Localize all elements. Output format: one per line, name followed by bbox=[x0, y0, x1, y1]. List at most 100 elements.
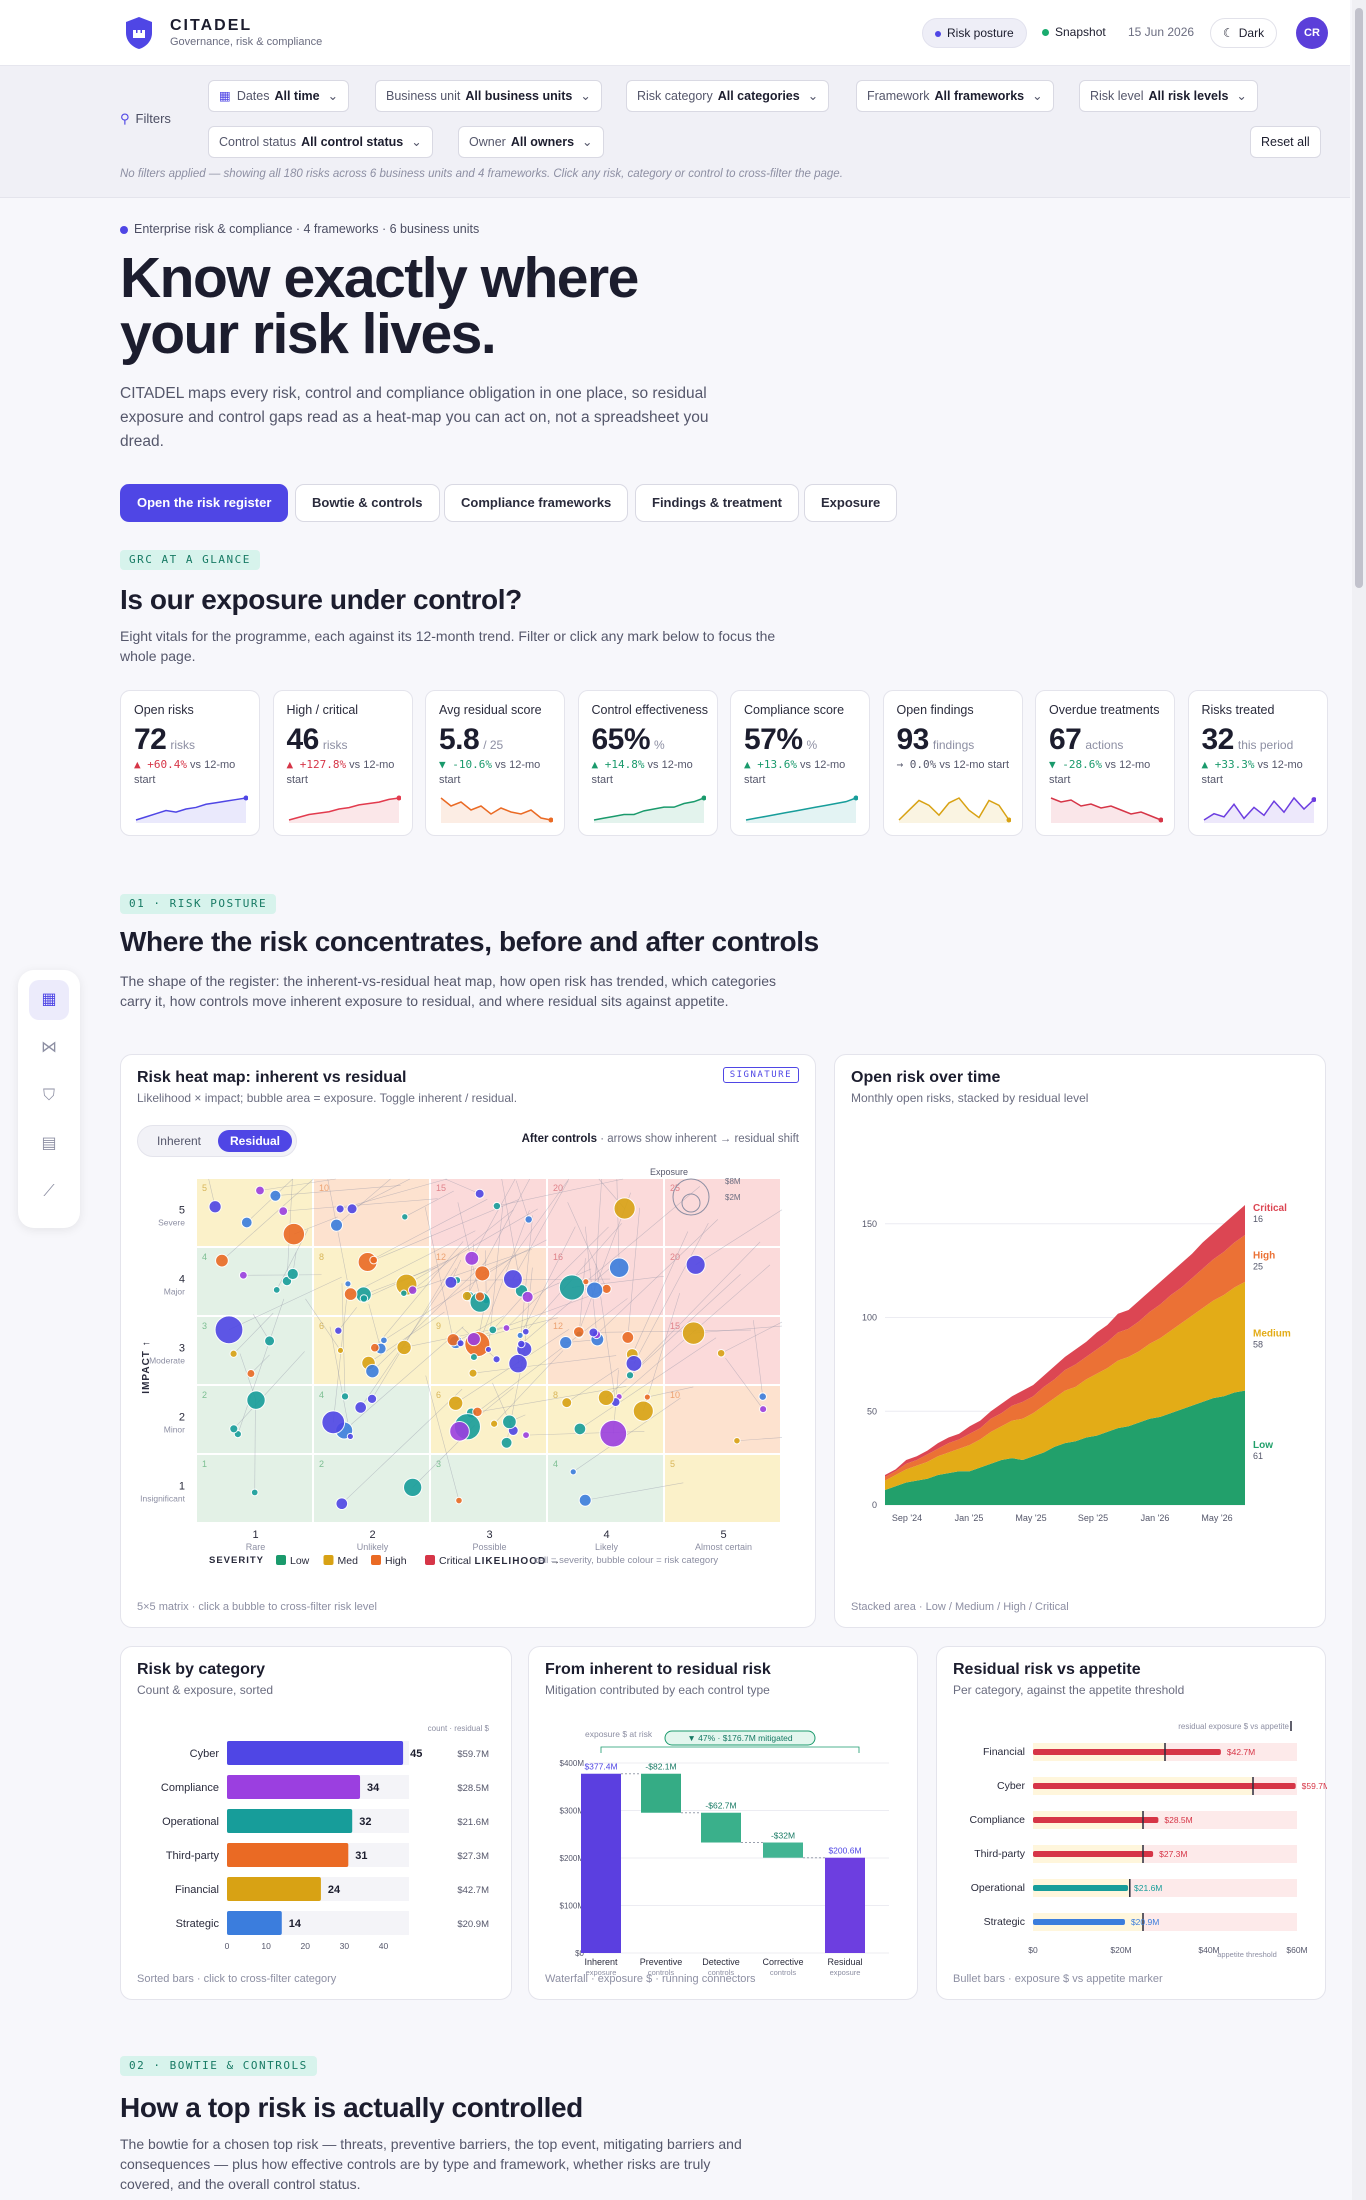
cell-score: 10 bbox=[670, 1390, 680, 1400]
appetite-value: $42.7M bbox=[1227, 1747, 1255, 1757]
heatmap-cell bbox=[548, 1179, 663, 1246]
waterfall-category: Inherent bbox=[584, 1957, 618, 1967]
appetite-bullet-chart[interactable]: residual exposure $ vs appetite Financial… bbox=[937, 1713, 1327, 1983]
kpi-card[interactable]: Overdue treatments 67 actions ▼ -28.6% vs… bbox=[1035, 690, 1175, 836]
app-name: CITADEL bbox=[170, 17, 253, 34]
y-axis-label: IMPACT ↑ bbox=[141, 1340, 152, 1393]
waterfall-value: -$62.7M bbox=[705, 1801, 736, 1811]
appetite-title: Residual risk vs appetite bbox=[953, 1661, 1141, 1678]
shift-arrow bbox=[579, 1337, 717, 1430]
shift-arrow bbox=[338, 1307, 357, 1331]
risk-bubble bbox=[508, 1353, 528, 1374]
shift-arrow bbox=[492, 1291, 528, 1331]
risk-bubble bbox=[601, 1283, 612, 1295]
sparkline-end-dot bbox=[243, 795, 248, 801]
compliance-frameworks-button[interactable]: Compliance frameworks bbox=[444, 484, 629, 522]
category-label: Third-party bbox=[166, 1850, 220, 1862]
filter-owner[interactable]: Owner All owners ⌄ bbox=[458, 126, 604, 158]
exposure-button[interactable]: Exposure bbox=[804, 484, 898, 522]
x-tick: $20M bbox=[1110, 1945, 1131, 1955]
grid-icon[interactable]: ▦ bbox=[29, 980, 69, 1020]
scrollbar-thumb[interactable] bbox=[1355, 8, 1363, 588]
sparkline-end-dot bbox=[853, 795, 858, 801]
heatmap-cell bbox=[665, 1455, 780, 1522]
bowtie-icon[interactable]: ⋈ bbox=[41, 1039, 57, 1056]
inherent-residual-toggle[interactable]: Inherent Residual bbox=[137, 1125, 297, 1157]
waterfall-category-sub: exposure bbox=[586, 1968, 617, 1977]
kpi-sparkline bbox=[288, 795, 401, 823]
filter-business-unit[interactable]: Business unit All business units ⌄ bbox=[375, 80, 602, 112]
citadel-shield-logo[interactable] bbox=[124, 16, 154, 50]
shield-icon[interactable]: ⛉ bbox=[42, 1087, 55, 1104]
shift-arrow bbox=[736, 1437, 783, 1442]
heatmap-cell bbox=[548, 1455, 663, 1522]
filter-control-status[interactable]: Control status All control status ⌄ bbox=[208, 126, 433, 158]
category-bar bbox=[227, 1775, 361, 1799]
risk-bubble bbox=[474, 1291, 486, 1302]
kpi-card[interactable]: Avg residual score 5.8/ 25 ▼ -10.6% vs 1… bbox=[425, 690, 565, 836]
shift-arrow bbox=[695, 1209, 783, 1266]
kpi-card[interactable]: High / critical 46 risks ▲ +127.8% vs 12-… bbox=[272, 690, 413, 836]
impact-tick: 5 bbox=[179, 1205, 185, 1217]
risk-bubble bbox=[484, 1345, 492, 1354]
dark-mode-toggle[interactable]: ☾ Dark bbox=[1210, 18, 1278, 48]
shift-arrow bbox=[351, 1178, 410, 1210]
kpi-card[interactable]: Control effectiveness 65%% ▲ +14.8% vs 1… bbox=[577, 690, 718, 836]
snapshot-indicator[interactable]: Snapshot bbox=[1036, 18, 1112, 48]
risk-bubble bbox=[229, 1349, 238, 1358]
scrollbar-track[interactable] bbox=[1352, 0, 1366, 2200]
waterfall-chart[interactable]: exposure $ at risk ▼ 47% · $176.7M mitiga… bbox=[529, 1713, 919, 1983]
heatmap-after-note: After controls · arrows show inherent → … bbox=[521, 1133, 799, 1145]
category-label: Strategic bbox=[176, 1918, 220, 1930]
category-count: 31 bbox=[355, 1850, 367, 1862]
risk-bubble bbox=[344, 1280, 352, 1288]
toggle-inherent[interactable]: Inherent bbox=[156, 1134, 202, 1148]
shift-arrow bbox=[341, 1388, 463, 1504]
toggle-residual[interactable]: Residual bbox=[218, 1130, 292, 1152]
kpi-card[interactable]: Open risks 72 risks ▲ +60.4% vs 12-mo sta… bbox=[120, 690, 260, 836]
hero-eyebrow: Enterprise risk & compliance · 4 framewo… bbox=[120, 222, 479, 236]
cell-score: 5 bbox=[670, 1459, 675, 1469]
shift-arrow bbox=[406, 1208, 538, 1285]
risk-bubble bbox=[238, 1270, 248, 1280]
kpi-card[interactable]: Risks treated 32 this period ▲ +33.3% vs … bbox=[1187, 690, 1328, 836]
category-bar-chart[interactable]: count · residual $ Cyber 45 $59.7M Complianc… bbox=[121, 1717, 513, 1977]
kpi-delta: ▲ +33.3% vs 12-mo start bbox=[1201, 758, 1303, 786]
shift-arrow bbox=[305, 1298, 341, 1351]
kpi-label: Avg residual score bbox=[439, 703, 542, 717]
open-risk-over-time-card: Open risk over time Monthly open risks, … bbox=[834, 1054, 1326, 1628]
findings-treatment-button[interactable]: Findings & treatment bbox=[635, 484, 800, 522]
category-exposure: $28.5M bbox=[457, 1783, 489, 1794]
open-risk-register-button[interactable]: Open the risk register bbox=[120, 484, 289, 522]
appetite-value: $59.7M bbox=[1302, 1781, 1327, 1791]
trend-chart-icon[interactable]: ⟋ bbox=[43, 1183, 55, 1200]
heatmap-cell bbox=[314, 1179, 429, 1246]
user-avatar[interactable]: CR bbox=[1296, 17, 1328, 49]
shift-arrow bbox=[632, 1231, 689, 1355]
filter-risk-level[interactable]: Risk level All risk levels ⌄ bbox=[1079, 80, 1258, 112]
shift-arrow bbox=[259, 1178, 336, 1191]
filter-risk-category[interactable]: Risk category All categories ⌄ bbox=[626, 80, 830, 112]
hero-lede: CITADEL maps every risk, control and com… bbox=[120, 385, 709, 450]
waterfall-value: $377.4M bbox=[584, 1762, 617, 1772]
risk-posture-pill[interactable]: Risk posture bbox=[922, 18, 1027, 48]
x-tick: Jan '25 bbox=[955, 1513, 984, 1523]
risk-bubble bbox=[492, 1201, 502, 1211]
appetite-value: $27.3M bbox=[1159, 1849, 1187, 1859]
appetite-category: Strategic bbox=[984, 1916, 1025, 1928]
kpi-card[interactable]: Compliance score 57%% ▲ +13.6% vs 12-mo … bbox=[730, 690, 870, 836]
filter-framework[interactable]: Framework All frameworks ⌄ bbox=[856, 80, 1054, 112]
shift-arrow bbox=[633, 1223, 709, 1364]
filter-dates[interactable]: ▦ Dates All time ⌄ bbox=[208, 80, 350, 112]
risk-bubble bbox=[334, 1326, 343, 1335]
bowtie-controls-button[interactable]: Bowtie & controls bbox=[295, 484, 440, 522]
kpi-card[interactable]: Open findings 93 findings → 0.0% vs 12-mo… bbox=[882, 690, 1023, 836]
document-icon[interactable]: ▤ bbox=[41, 1135, 57, 1152]
risk-bubble bbox=[599, 1419, 628, 1448]
reset-all-button[interactable]: Reset all bbox=[1250, 126, 1321, 158]
cell-score: 4 bbox=[319, 1390, 324, 1400]
heatmap-plot[interactable]: 123452468103691215481216205101520255Seve… bbox=[121, 1167, 817, 1597]
y-tick: $0 bbox=[575, 1949, 584, 1958]
waterfall-title: From inherent to residual risk bbox=[545, 1661, 771, 1678]
